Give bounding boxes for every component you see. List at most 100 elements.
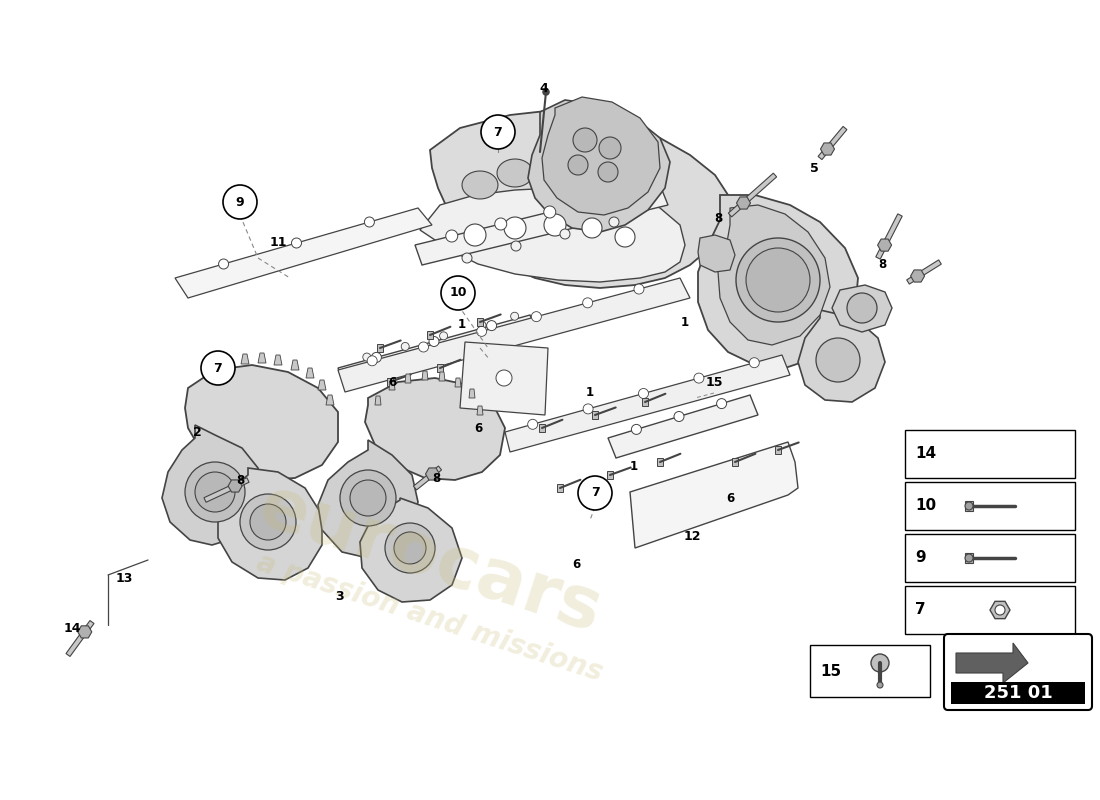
Circle shape <box>446 230 458 242</box>
Circle shape <box>528 419 538 430</box>
Polygon shape <box>258 353 266 363</box>
Text: 6: 6 <box>474 422 482 434</box>
Circle shape <box>716 398 727 409</box>
Circle shape <box>609 217 619 227</box>
Polygon shape <box>306 368 313 378</box>
Circle shape <box>583 298 593 308</box>
Circle shape <box>598 162 618 182</box>
Text: 14: 14 <box>64 622 80 634</box>
Polygon shape <box>732 458 738 466</box>
Polygon shape <box>737 197 750 209</box>
Text: 10: 10 <box>915 498 936 514</box>
Circle shape <box>219 259 229 269</box>
Circle shape <box>240 494 296 550</box>
Polygon shape <box>798 310 886 402</box>
Circle shape <box>481 115 515 149</box>
Circle shape <box>746 248 810 312</box>
Polygon shape <box>557 484 563 492</box>
Polygon shape <box>318 380 326 390</box>
Text: 1: 1 <box>586 386 594 399</box>
Circle shape <box>543 206 556 218</box>
Circle shape <box>965 554 974 562</box>
Circle shape <box>560 229 570 239</box>
Circle shape <box>965 502 974 510</box>
Circle shape <box>615 227 635 247</box>
Bar <box>810 645 930 697</box>
Polygon shape <box>956 643 1028 683</box>
Polygon shape <box>175 208 432 298</box>
Polygon shape <box>832 285 892 332</box>
Circle shape <box>871 654 889 672</box>
Text: 7: 7 <box>494 126 503 138</box>
Polygon shape <box>66 621 94 657</box>
Circle shape <box>544 214 566 236</box>
Circle shape <box>340 470 396 526</box>
Polygon shape <box>969 444 1021 462</box>
Circle shape <box>250 504 286 540</box>
Polygon shape <box>228 480 242 492</box>
Circle shape <box>578 476 612 510</box>
Text: 8: 8 <box>714 211 722 225</box>
Polygon shape <box>990 602 1010 618</box>
Bar <box>905 482 1075 530</box>
Circle shape <box>749 358 759 368</box>
Polygon shape <box>426 468 440 480</box>
Polygon shape <box>477 406 483 415</box>
Polygon shape <box>430 110 730 288</box>
Text: 3: 3 <box>336 590 344 603</box>
Polygon shape <box>528 100 670 232</box>
Polygon shape <box>389 381 395 390</box>
Text: 7: 7 <box>213 362 222 374</box>
Polygon shape <box>437 364 443 372</box>
Polygon shape <box>274 355 282 365</box>
Polygon shape <box>326 395 334 405</box>
Circle shape <box>583 404 593 414</box>
FancyBboxPatch shape <box>944 634 1092 710</box>
Polygon shape <box>477 318 483 326</box>
Polygon shape <box>375 396 381 405</box>
Polygon shape <box>439 372 446 381</box>
Polygon shape <box>978 450 992 462</box>
Text: 6: 6 <box>388 377 396 390</box>
Polygon shape <box>420 188 685 282</box>
Circle shape <box>372 352 382 362</box>
Polygon shape <box>532 154 568 182</box>
Text: 10: 10 <box>449 286 466 299</box>
Polygon shape <box>568 157 602 183</box>
Polygon shape <box>878 239 892 251</box>
Circle shape <box>631 424 641 434</box>
Circle shape <box>394 532 426 564</box>
Text: 15: 15 <box>820 663 842 678</box>
Polygon shape <box>602 166 634 190</box>
Circle shape <box>367 356 377 366</box>
Polygon shape <box>728 173 777 217</box>
Polygon shape <box>338 278 690 392</box>
Circle shape <box>201 351 235 385</box>
Polygon shape <box>211 365 219 375</box>
Polygon shape <box>414 466 441 490</box>
Polygon shape <box>318 440 418 558</box>
Polygon shape <box>698 235 735 272</box>
Polygon shape <box>162 425 262 545</box>
Text: 8: 8 <box>235 474 244 486</box>
Text: 14: 14 <box>915 446 936 462</box>
Polygon shape <box>218 468 322 580</box>
Text: 15: 15 <box>705 377 723 390</box>
Polygon shape <box>422 371 428 380</box>
Polygon shape <box>224 358 232 368</box>
Polygon shape <box>608 395 758 458</box>
Text: 9: 9 <box>235 195 244 209</box>
Polygon shape <box>776 446 781 454</box>
Bar <box>905 534 1075 582</box>
Text: 1: 1 <box>630 461 638 474</box>
Circle shape <box>440 332 448 340</box>
Polygon shape <box>821 143 835 155</box>
Bar <box>905 586 1075 634</box>
Circle shape <box>593 194 605 206</box>
Polygon shape <box>360 498 462 602</box>
Polygon shape <box>338 315 538 390</box>
Text: 8: 8 <box>878 258 887 271</box>
Circle shape <box>512 241 521 251</box>
Text: 7: 7 <box>915 602 925 618</box>
Circle shape <box>462 253 472 263</box>
